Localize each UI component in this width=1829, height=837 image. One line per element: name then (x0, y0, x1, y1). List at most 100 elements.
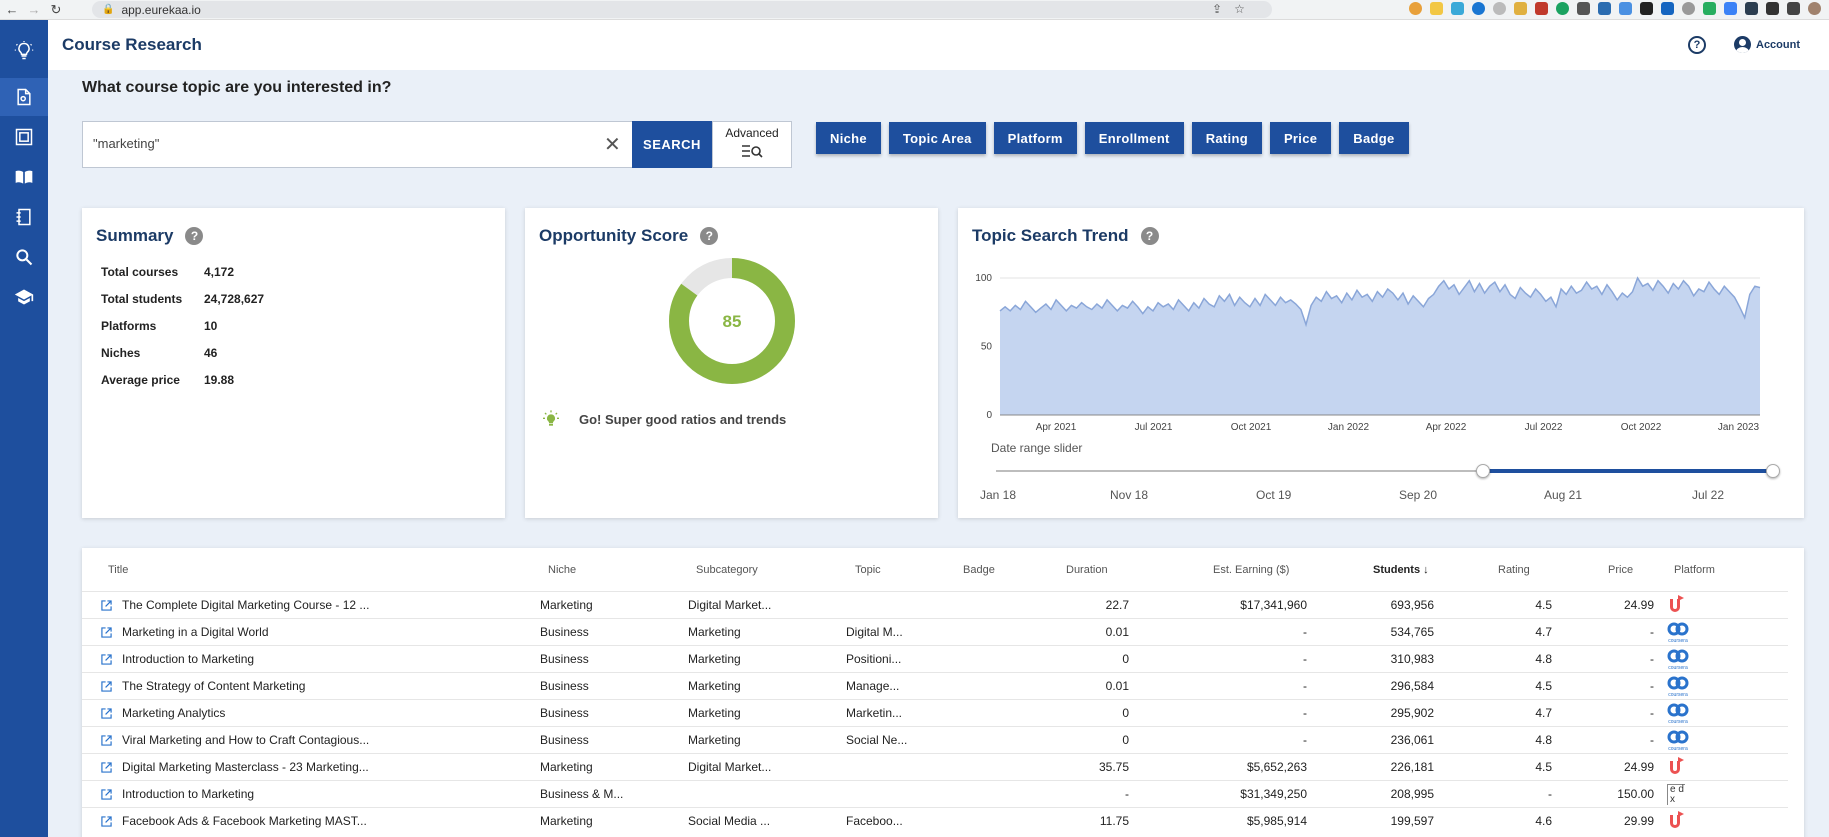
opportunity-help-icon[interactable]: ? (700, 227, 719, 245)
x-tick-label: Jan 2022 (1328, 422, 1370, 433)
summary-label: Average price (101, 373, 180, 387)
extension-icon[interactable] (1409, 2, 1422, 15)
extension-icon[interactable] (1577, 2, 1590, 15)
clear-search-icon[interactable]: ✕ (604, 134, 621, 156)
reload-button[interactable]: ↻ (50, 1, 62, 17)
table-row[interactable]: The Complete Digital Marketing Course - … (82, 591, 1788, 618)
extension-icon[interactable] (1682, 2, 1695, 15)
account-button[interactable]: Account (1734, 36, 1800, 53)
filter-badge[interactable]: Badge (1339, 122, 1409, 154)
search-input[interactable] (93, 136, 573, 151)
col-header-subcategory[interactable]: Subcategory (696, 564, 758, 576)
table-row[interactable]: The Strategy of Content Marketing Busines… (82, 672, 1788, 699)
col-header-duration[interactable]: Duration (1066, 564, 1108, 576)
extension-icon[interactable] (1598, 2, 1611, 15)
col-header-earning[interactable]: Est. Earning ($) (1213, 564, 1290, 576)
col-header-title[interactable]: Title (108, 564, 129, 576)
col-header-badge[interactable]: Badge (963, 564, 995, 576)
date-range-end-handle[interactable] (1766, 464, 1780, 478)
filter-topic-area[interactable]: Topic Area (888, 122, 986, 154)
cell-title[interactable]: Facebook Ads & Facebook Marketing MAST..… (122, 814, 367, 828)
bookmark-star-icon[interactable]: ☆ (1234, 2, 1245, 16)
extension-icon[interactable] (1535, 2, 1548, 15)
cell-earning: - (1303, 733, 1307, 747)
table-row[interactable]: Viral Marketing and How to Craft Contagi… (82, 726, 1788, 753)
search-button[interactable]: SEARCH (632, 121, 712, 168)
cell-title[interactable]: Viral Marketing and How to Craft Contagi… (122, 733, 370, 747)
extension-icon[interactable] (1514, 2, 1527, 15)
extension-icon[interactable] (1745, 2, 1758, 15)
profile-avatar[interactable] (1808, 2, 1821, 15)
extension-icon[interactable] (1724, 2, 1737, 15)
cell-title[interactable]: Digital Marketing Masterclass - 23 Marke… (122, 760, 369, 774)
table-row[interactable]: Facebook Ads & Facebook Marketing MAST..… (82, 807, 1788, 834)
cell-title[interactable]: Marketing in a Digital World (122, 625, 269, 639)
rail-gallery[interactable] (0, 118, 48, 156)
extension-icon[interactable] (1661, 2, 1674, 15)
table-row[interactable]: Introduction to Marketing Business & M...… (82, 780, 1788, 807)
cell-price: 24.99 (1623, 760, 1654, 774)
cell-niche: Business (540, 679, 589, 693)
col-header-price[interactable]: Price (1608, 564, 1634, 576)
cell-price: - (1650, 733, 1654, 747)
rail-course-research[interactable] (0, 78, 48, 116)
rail-courses[interactable] (0, 278, 48, 316)
extension-icon[interactable] (1703, 2, 1716, 15)
col-header-students[interactable]: Students ↓ (1373, 564, 1429, 576)
cell-title[interactable]: Marketing Analytics (122, 706, 226, 720)
rail-library[interactable] (0, 158, 48, 196)
sidepanel-icon[interactable] (1787, 2, 1800, 15)
col-header-rating[interactable]: Rating (1498, 564, 1530, 576)
cell-title[interactable]: Introduction to Marketing (122, 787, 255, 801)
table-row[interactable]: Introduction to Marketing Business Marketi… (82, 645, 1788, 672)
open-link-icon[interactable] (101, 816, 112, 827)
extension-icon[interactable] (1430, 2, 1443, 15)
open-link-icon[interactable] (101, 627, 112, 638)
open-link-icon[interactable] (101, 600, 112, 611)
col-header-topic[interactable]: Topic (855, 564, 881, 576)
rail-lightbulb[interactable] (0, 32, 48, 70)
book-icon (15, 170, 33, 184)
open-link-icon[interactable] (101, 681, 112, 692)
filter-rating[interactable]: Rating (1191, 122, 1262, 154)
address-bar[interactable]: 🔒 app.eurekaa.io (92, 1, 1272, 18)
table-row[interactable]: Digital Marketing Masterclass - 23 Marke… (82, 753, 1788, 780)
filter-enrollment[interactable]: Enrollment (1084, 122, 1184, 154)
extension-icon[interactable] (1493, 2, 1506, 15)
browser-toolbar: ← → ↻ 🔒 app.eurekaa.io ⇪ ☆ (0, 0, 1829, 20)
open-link-icon[interactable] (101, 654, 112, 665)
cell-subcategory: Marketing (688, 679, 741, 693)
forward-button[interactable]: → (27, 2, 41, 17)
col-header-niche[interactable]: Niche (548, 564, 577, 576)
rail-notebook[interactable] (0, 198, 48, 236)
extension-icon[interactable] (1556, 2, 1569, 15)
open-link-icon[interactable] (101, 735, 112, 746)
open-link-icon[interactable] (101, 789, 112, 800)
help-icon[interactable]: ? (1688, 36, 1706, 54)
col-header-platform[interactable]: Platform (1674, 564, 1715, 576)
rail-search[interactable] (0, 238, 48, 276)
cell-title[interactable]: Introduction to Marketing (122, 652, 255, 666)
back-button[interactable]: ← (5, 2, 19, 17)
table-row[interactable]: Marketing in a Digital World Business Mark… (82, 618, 1788, 645)
advanced-search-button[interactable]: Advanced (712, 121, 792, 168)
extension-icon[interactable] (1472, 2, 1485, 15)
cell-students: 693,956 (1390, 598, 1434, 612)
extension-icon[interactable] (1619, 2, 1632, 15)
date-range-start-handle[interactable] (1476, 464, 1490, 478)
summary-help-icon[interactable]: ? (185, 227, 204, 245)
cell-title[interactable]: The Complete Digital Marketing Course - … (122, 598, 370, 612)
extension-icon[interactable] (1640, 2, 1653, 15)
table-row[interactable]: Marketing Analytics Business Marketing Mark… (82, 699, 1788, 726)
extension-icon[interactable] (1451, 2, 1464, 15)
filter-price[interactable]: Price (1269, 122, 1332, 154)
share-icon[interactable]: ⇪ (1212, 2, 1223, 16)
filter-niche[interactable]: Niche (816, 122, 881, 154)
filter-platform[interactable]: Platform (993, 122, 1077, 154)
cell-topic: Digital M... (846, 625, 903, 639)
open-link-icon[interactable] (101, 708, 112, 719)
puzzle-icon[interactable] (1766, 2, 1779, 15)
open-link-icon[interactable] (101, 762, 112, 773)
cell-title[interactable]: The Strategy of Content Marketing (122, 679, 306, 693)
trend-help-icon[interactable]: ? (1140, 227, 1159, 245)
